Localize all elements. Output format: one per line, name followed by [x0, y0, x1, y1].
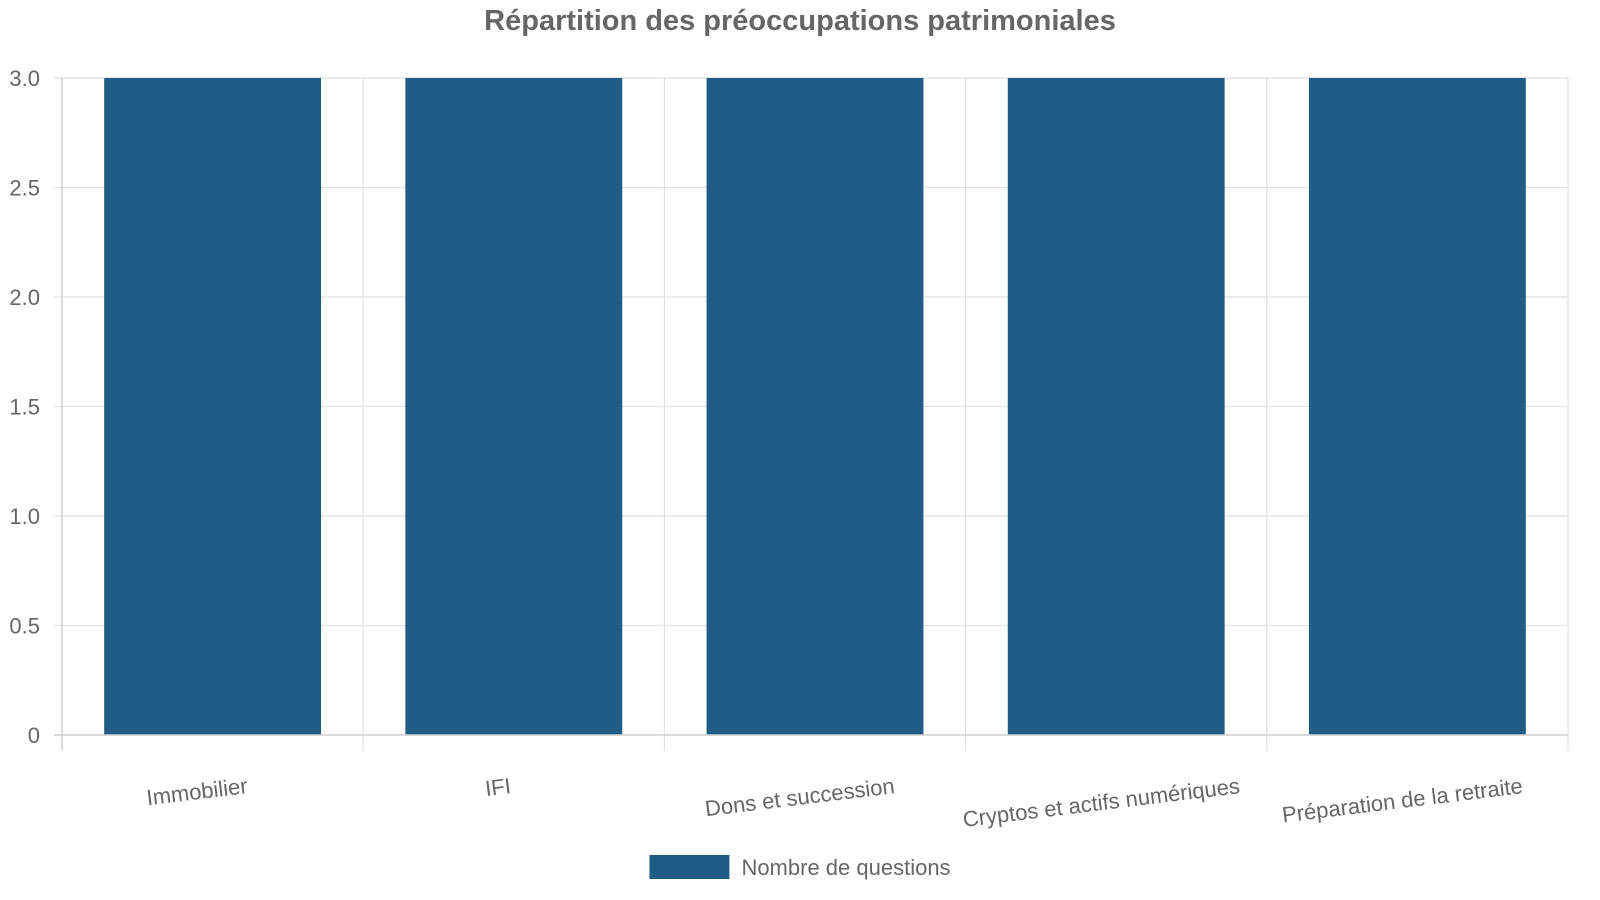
chart-title: Répartition des préoccupations patrimoni… [484, 5, 1116, 37]
bar[interactable] [1007, 78, 1225, 735]
bar[interactable] [706, 78, 924, 735]
bar[interactable] [1308, 78, 1526, 735]
bar[interactable] [104, 78, 322, 735]
axes [54, 78, 1568, 751]
bars [104, 78, 1526, 735]
legend-swatch [649, 855, 730, 879]
x-tick-label: IFI [484, 773, 513, 801]
x-tick-label: Immobilier [145, 773, 249, 810]
x-tick-label: Préparation de la retraite [1281, 773, 1524, 827]
legend-label: Nombre de questions [741, 855, 950, 880]
y-tick-label: 0 [28, 723, 40, 748]
legend[interactable]: Nombre de questions [649, 855, 951, 880]
bar[interactable] [405, 78, 623, 735]
x-tick-label: Dons et succession [704, 773, 896, 821]
y-tick-label: 1.5 [9, 395, 40, 420]
y-tick-label: 2.0 [9, 285, 40, 310]
y-axis-ticks: 0 0.5 1.0 1.5 2.0 2.5 3.0 [9, 66, 40, 748]
x-tick-label: Cryptos et actifs numériques [961, 773, 1241, 832]
y-tick-label: 0.5 [9, 614, 40, 639]
y-tick-label: 2.5 [9, 176, 40, 201]
y-tick-label: 3.0 [9, 66, 40, 91]
y-tick-label: 1.0 [9, 504, 40, 529]
x-axis-labels: Immobilier IFI Dons et succession Cryptos e… [145, 773, 1524, 832]
